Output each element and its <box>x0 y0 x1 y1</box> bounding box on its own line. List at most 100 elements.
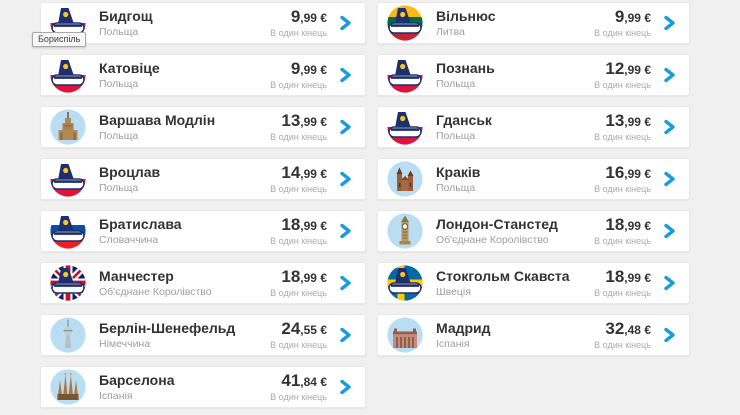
chevron-right-icon[interactable] <box>339 15 352 31</box>
destination-country: Литва <box>436 25 465 38</box>
price-block: 18,99 € В один кінець <box>594 214 651 246</box>
destination-card[interactable]: Манчестер Об'єднане Королівство 18,99 € … <box>40 262 366 304</box>
destination-card[interactable]: Вільнюс Литва 9,99 € В один кінець <box>377 2 690 44</box>
fare-type-label: В один кінець <box>270 339 327 350</box>
plane-tail-slovakia-flag-icon <box>50 213 86 249</box>
palace-of-culture-landmark-icon <box>50 109 86 145</box>
fare-type-label: В один кінець <box>270 131 327 142</box>
chevron-right-icon[interactable] <box>663 327 676 343</box>
plane-tail-uk-flag-icon <box>50 265 86 301</box>
plane-tail-poland-flag-icon <box>50 5 86 41</box>
fare-type-label: В один кінець <box>270 183 327 194</box>
price: 18,99 € <box>270 216 327 234</box>
chevron-right-icon[interactable] <box>339 67 352 83</box>
price-whole: 13 <box>281 110 301 130</box>
destination-card[interactable]: Лондон-Станстед Об'єднане Королівство 18… <box>377 210 690 252</box>
price-whole: 18 <box>605 266 625 286</box>
chevron-right-icon[interactable] <box>663 119 676 135</box>
destination-card[interactable]: Берлін-Шенефельд Німеччина 24,55 € В оди… <box>40 314 366 356</box>
price-whole: 12 <box>605 58 625 78</box>
price-block: 12,99 € В один кінець <box>594 58 651 90</box>
deals-column-right: Вільнюс Литва 9,99 € В один кінець Позна… <box>377 2 690 356</box>
destination-name: Мадрид <box>436 319 491 336</box>
fare-type-label: В один кінець <box>594 235 651 246</box>
sagrada-familia-landmark-icon <box>50 369 86 405</box>
chevron-right-icon[interactable] <box>663 223 676 239</box>
price: 16,99 € <box>594 164 651 182</box>
plane-tail-poland-flag-icon <box>387 109 423 145</box>
price: 18,99 € <box>594 266 651 286</box>
destination-info: Вроцлав Польща <box>99 163 161 194</box>
price: 13,99 € <box>270 110 327 130</box>
destination-name: Барселона <box>99 371 175 388</box>
destination-card[interactable]: Мадрид Іспанія 32,48 € В один кінець <box>377 314 690 356</box>
destination-country: Польща <box>436 129 476 142</box>
chevron-right-icon[interactable] <box>339 119 352 135</box>
chevron-right-icon[interactable] <box>663 15 676 31</box>
destination-card[interactable]: Братислава Словаччина 18,99 € В один кін… <box>40 210 366 252</box>
destination-name: Лондон-Станстед <box>436 215 558 232</box>
price: 12,99 € <box>594 58 651 78</box>
destination-name: Катовіце <box>99 59 160 76</box>
price-fraction: ,99 € <box>624 166 651 181</box>
price-block: 13,99 € В один кінець <box>594 112 651 142</box>
destination-info: Гданськ Польща <box>436 112 492 142</box>
price-fraction: ,84 € <box>300 374 327 389</box>
price-fraction: ,99 € <box>624 10 651 25</box>
destination-name: Братислава <box>99 215 182 232</box>
destination-name: Вроцлав <box>99 163 161 180</box>
destination-info: Стокгольм Скавста Швеція <box>436 268 570 298</box>
destination-country: Німеччина <box>99 337 151 350</box>
chevron-right-icon[interactable] <box>663 171 676 187</box>
destination-info: Катовіце Польща <box>99 59 160 90</box>
price-fraction: ,99 € <box>300 166 327 181</box>
chevron-right-icon[interactable] <box>663 67 676 83</box>
chevron-right-icon[interactable] <box>339 171 352 187</box>
price-whole: 18 <box>605 214 625 234</box>
price-whole: 9 <box>614 6 625 26</box>
price-block: 9,99 € В один кінець <box>270 60 327 90</box>
plane-tail-poland-flag-icon <box>50 161 86 197</box>
price-fraction: ,99 € <box>624 270 651 285</box>
madrid-royal-palace-landmark-icon <box>387 317 423 353</box>
price-fraction: ,99 € <box>300 10 327 25</box>
destination-card[interactable]: Познань Польща 12,99 € В один кінець <box>377 54 690 96</box>
destination-card[interactable]: Гданськ Польща 13,99 € В один кінець <box>377 106 690 148</box>
fare-type-label: В один кінець <box>594 79 651 90</box>
destination-country: Іспанія <box>436 337 470 350</box>
price-whole: 41 <box>281 370 301 390</box>
destination-card[interactable]: Барселона Іспанія 41,84 € В один кінець <box>40 366 366 408</box>
destination-country: Іспанія <box>99 389 133 402</box>
price-fraction: ,99 € <box>300 270 327 285</box>
destination-card[interactable]: Катовіце Польща 9,99 € В один кінець <box>40 54 366 96</box>
destination-country: Словаччина <box>99 233 159 246</box>
deals-column-left: Бидгощ Польща 9,99 € В один кінець Катов… <box>40 2 366 408</box>
destination-info: Краків Польща <box>436 164 480 194</box>
fare-type-label: В один кінець <box>594 131 651 142</box>
destination-card[interactable]: Варшава Модлін Польща 13,99 € В один кін… <box>40 106 366 148</box>
price-fraction: ,99 € <box>624 218 651 233</box>
price-block: 24,55 € В один кінець <box>270 318 327 350</box>
chevron-right-icon[interactable] <box>663 275 676 291</box>
chevron-right-icon[interactable] <box>339 379 352 395</box>
price-fraction: ,55 € <box>300 322 327 337</box>
destination-card[interactable]: Вроцлав Польща 14,99 € В один кінець <box>40 158 366 200</box>
price-whole: 18 <box>281 266 301 286</box>
fare-type-label: В один кінець <box>270 235 327 246</box>
destination-info: Мадрид Іспанія <box>436 319 491 350</box>
destination-card[interactable]: Краків Польща 16,99 € В один кінець <box>377 158 690 200</box>
chevron-right-icon[interactable] <box>339 327 352 343</box>
price-fraction: ,99 € <box>300 114 327 129</box>
destination-name: Познань <box>436 59 495 76</box>
destination-card[interactable]: Стокгольм Скавста Швеція 18,99 € В один … <box>377 262 690 304</box>
destination-name: Манчестер <box>99 267 174 284</box>
destination-info: Лондон-Станстед Об'єднане Королівство <box>436 215 558 246</box>
origin-airport-tooltip: Бориспіль <box>32 32 87 47</box>
destination-name: Бидгощ <box>99 7 153 24</box>
fare-type-label: В один кінець <box>594 339 651 350</box>
destination-card[interactable]: Бидгощ Польща 9,99 € В один кінець <box>40 2 366 44</box>
price-whole: 24 <box>281 318 301 338</box>
price: 13,99 € <box>594 112 651 130</box>
chevron-right-icon[interactable] <box>339 275 352 291</box>
chevron-right-icon[interactable] <box>339 223 352 239</box>
